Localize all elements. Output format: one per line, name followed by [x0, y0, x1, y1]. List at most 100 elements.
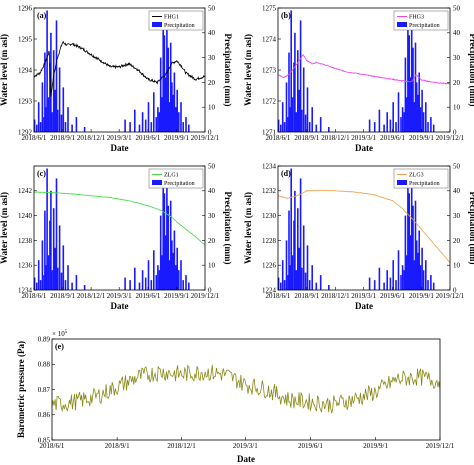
precipitation-bar: [41, 82, 44, 132]
precipitation-bar: [138, 282, 141, 290]
precipitation-bar: [56, 267, 59, 290]
y-tick-label: 1228: [262, 237, 277, 245]
y-tick-label: 1275: [262, 4, 277, 12]
precipitation-bar: [141, 112, 144, 132]
precipitation-bar: [297, 50, 299, 133]
precipitation-bar: [144, 277, 147, 290]
precipitation-bar: [150, 280, 153, 290]
y2-tick-label: 50: [453, 162, 461, 170]
precipitation-bar: [401, 107, 404, 132]
precipitation-bar: [60, 272, 63, 290]
x-tick-label: 2019/12/1: [436, 292, 465, 300]
legend-label: Precipitation: [164, 23, 195, 29]
legend-box: [393, 10, 449, 31]
precipitation-bar: [280, 282, 282, 290]
precipitation-bar: [404, 57, 407, 132]
y2-tick-label: 10: [208, 262, 216, 270]
x-tick-label: 2019/12/1: [191, 134, 220, 142]
precipitation-bar: [155, 275, 158, 290]
precipitation-bar: [52, 208, 55, 290]
y-axis-title: Barometric pressure (Pa): [16, 341, 26, 438]
x-tick-label: 2019/9/1: [409, 134, 434, 142]
precipitation-bar: [169, 42, 172, 133]
precipitation-bar: [49, 220, 51, 290]
precipitation-bar: [46, 10, 48, 132]
precipitation-bar: [75, 117, 78, 132]
precipitation-bar: [166, 180, 168, 290]
x-tick-label: 2018/6/1: [40, 442, 65, 450]
precipitation-bar: [178, 270, 180, 290]
precipitation-bar: [392, 260, 394, 290]
precipitation-bar: [174, 107, 177, 132]
x-tick-label: 2019/3/1: [107, 292, 132, 300]
y-tick-label: 1232: [262, 187, 277, 195]
precipitation-bar: [400, 275, 402, 290]
precipitation-bar: [302, 225, 305, 290]
precipitation-bar: [51, 270, 53, 290]
precipitation-bar: [425, 102, 427, 132]
precipitation-bar: [129, 280, 131, 290]
precipitation-bar: [412, 205, 414, 290]
y2-axis-title: Precipitation (mm): [468, 191, 474, 264]
x-axis-title: Date: [111, 143, 129, 153]
x-tick-label: 2018/9/1: [50, 134, 75, 142]
precipitation-bar: [188, 282, 190, 290]
precipitation-bar: [293, 62, 295, 132]
precipitation-bar: [403, 270, 405, 290]
y-tick-label: 1226: [262, 262, 277, 270]
precipitation-bar: [159, 215, 162, 290]
precipitation-bar: [176, 247, 178, 290]
precipitation-bar: [171, 82, 173, 132]
precipitation-bar: [291, 97, 294, 132]
precipitation-bar: [153, 250, 155, 290]
precipitation-bar: [164, 235, 167, 290]
precipitation-bar: [134, 267, 136, 290]
precipitation-bar: [397, 92, 400, 132]
y2-tick-label: 0: [208, 286, 212, 294]
y-tick-label: 1224: [262, 286, 277, 294]
legend-label: Precipitation: [409, 181, 440, 187]
legend-box: [393, 168, 449, 189]
precipitation-bar: [155, 117, 158, 132]
x-tick-label: 2018/12/1: [321, 292, 350, 300]
precipitation-bar: [168, 260, 171, 290]
precipitation-bar: [311, 107, 313, 132]
y2-tick-label: 50: [208, 162, 216, 170]
precipitation-bar: [75, 275, 78, 290]
x-tick-label: 2018/6/1: [22, 292, 47, 300]
y2-tick-label: 0: [453, 128, 457, 136]
precipitation-bar: [144, 119, 147, 132]
precipitation-bar: [180, 260, 182, 290]
series-line: [33, 40, 206, 97]
precipitation-bar: [389, 119, 392, 132]
precipitation-bar: [49, 62, 51, 132]
x-tick-label: 2018/6/1: [22, 134, 47, 142]
y2-tick-label: 40: [453, 187, 461, 195]
x-axis-title: Date: [355, 301, 373, 311]
legend-bar-swatch: [152, 180, 162, 185]
precipitation-bar: [162, 13, 164, 132]
y-tick-label: 1274: [262, 35, 277, 43]
precipitation-bar: [302, 67, 305, 132]
y2-tick-label: 30: [453, 54, 461, 62]
precipitation-bar: [293, 220, 295, 290]
precipitation-bar: [319, 117, 322, 132]
precipitation-bar: [306, 87, 309, 132]
precipitation-bar: [45, 265, 47, 290]
precipitation-bar: [141, 270, 144, 290]
precipitation-bar: [56, 109, 59, 132]
x-tick-label: 2018/9/1: [105, 442, 130, 450]
precipitation-bar: [171, 240, 173, 290]
precipitation-bar: [45, 107, 47, 132]
precipitation-bar: [129, 122, 131, 132]
precipitation-bar: [298, 247, 301, 290]
legend-label: Precipitation: [409, 23, 440, 29]
precipitation-bar: [288, 52, 290, 132]
precipitation-bar: [417, 252, 419, 290]
precipitation-bar: [60, 114, 63, 132]
panel-label: (c): [37, 169, 46, 178]
y2-tick-label: 40: [208, 29, 216, 37]
x-tick-label: 2019/6/1: [135, 134, 160, 142]
y2-tick-label: 10: [453, 262, 461, 270]
